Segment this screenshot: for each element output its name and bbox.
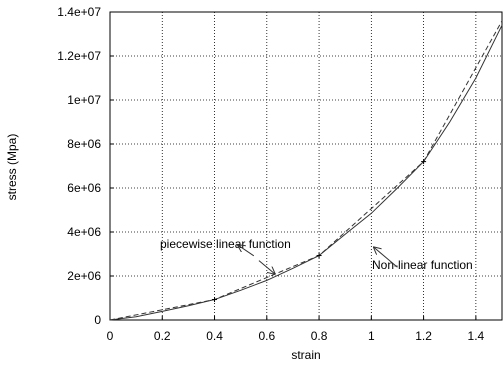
piecewise-linear-series xyxy=(109,20,503,321)
nonlinear-series xyxy=(109,24,503,321)
grid-lines xyxy=(109,11,502,321)
y-axis-label: stress (Mpa) xyxy=(5,134,19,201)
piecewise-annotation-label: piecewise linear function xyxy=(160,237,291,251)
annotations: piecewise linear function Non-linear func… xyxy=(160,237,473,274)
piecewise-annotation-arrow xyxy=(238,245,255,257)
y-tick-label: 6e+06 xyxy=(67,181,101,195)
plot-border xyxy=(109,11,503,321)
x-tick-label: 1.4 xyxy=(468,329,485,343)
data-series xyxy=(109,20,503,321)
y-tick-label: 4e+06 xyxy=(67,225,101,239)
y-tick-label: 1e+07 xyxy=(67,93,101,107)
piecewise-annotation-tail-arrow xyxy=(258,260,275,274)
nonlinear-annotation-label: Non-linear function xyxy=(372,258,473,272)
x-tick-label: 0 xyxy=(107,329,114,343)
x-tick-label: 0.8 xyxy=(311,329,328,343)
y-tick-label: 8e+06 xyxy=(67,137,101,151)
nonlinear-annotation-arrow xyxy=(374,247,398,268)
y-tick-label: 0 xyxy=(94,313,101,327)
y-tick-label: 1.4e+07 xyxy=(57,5,101,19)
x-tick-label: 0.2 xyxy=(154,329,171,343)
y-tick-label: 2e+06 xyxy=(67,269,101,283)
y-tick-label: 1.2e+07 xyxy=(57,49,101,63)
x-tick-label: 0.4 xyxy=(206,329,223,343)
breakpoint-markers xyxy=(212,159,427,303)
tick-labels: 0 0.2 0.4 0.6 0.8 1 1.2 1.4 0 2e+06 4e+06 6e+06 8e+0… xyxy=(57,5,484,343)
x-tick-label: 1 xyxy=(368,329,375,343)
x-axis-label: strain xyxy=(291,348,320,362)
x-tick-label: 1.2 xyxy=(415,329,432,343)
x-tick-label: 0.6 xyxy=(258,329,275,343)
axes xyxy=(109,11,503,321)
